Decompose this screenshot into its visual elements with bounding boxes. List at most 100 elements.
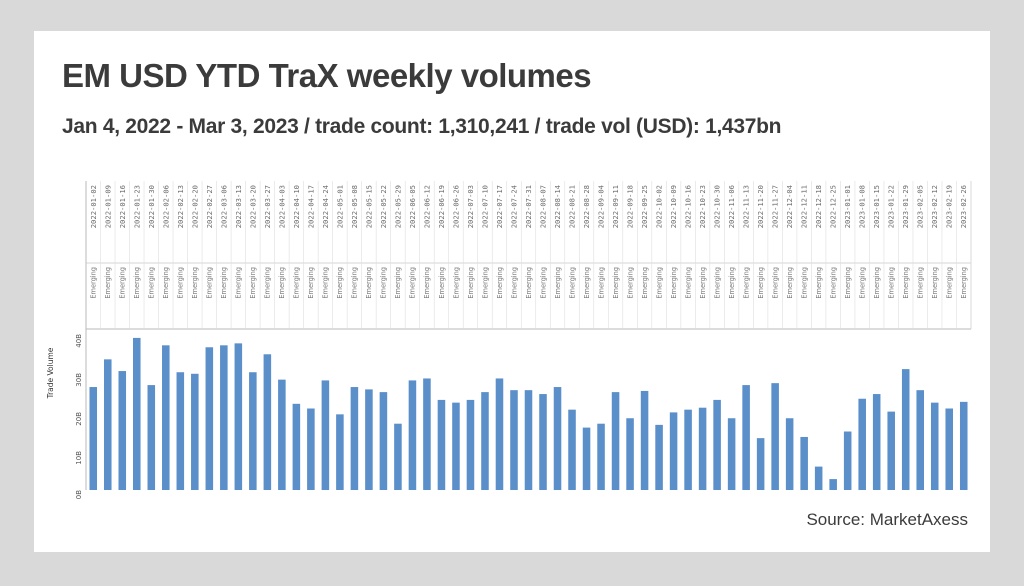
x-group-label: Emerging xyxy=(90,267,98,299)
bar xyxy=(249,372,257,490)
x-group-label: Emerging xyxy=(351,267,359,299)
x-category-label: 2022-12-04 xyxy=(785,185,794,228)
x-category-label: 2022-01-30 xyxy=(147,185,156,228)
x-category-label: 2022-05-29 xyxy=(393,185,402,228)
x-group-label: Emerging xyxy=(583,267,591,299)
x-group-label: Emerging xyxy=(873,267,881,299)
x-category-label: 2022-04-17 xyxy=(306,185,315,228)
x-group-label: Emerging xyxy=(699,267,707,299)
bar xyxy=(582,427,591,490)
bar xyxy=(466,399,475,490)
bar xyxy=(408,380,417,490)
x-group-label: Emerging xyxy=(786,267,794,299)
x-category-label: 2023-02-19 xyxy=(945,185,954,228)
bar xyxy=(495,378,504,490)
x-category-label: 2022-07-17 xyxy=(495,185,504,228)
x-category-label: 2022-08-14 xyxy=(553,185,562,228)
x-category-label: 2022-03-20 xyxy=(248,185,257,228)
bar xyxy=(901,369,910,490)
x-category-label: 2023-01-15 xyxy=(872,185,881,228)
x-category-label: 2022-11-06 xyxy=(727,185,736,228)
bar xyxy=(89,387,98,490)
x-group-label: Emerging xyxy=(249,267,257,299)
x-group-label: Emerging xyxy=(206,267,214,299)
bar xyxy=(307,408,315,490)
bar xyxy=(539,394,547,490)
x-group-label: Emerging xyxy=(220,267,228,299)
bar xyxy=(611,392,620,490)
x-group-label: Emerging xyxy=(177,267,185,299)
x-group-label: Emerging xyxy=(728,267,736,299)
x-category-label: 2022-09-04 xyxy=(597,185,606,228)
x-group-label: Emerging xyxy=(438,267,446,299)
x-group-label: Emerging xyxy=(771,267,779,299)
x-category-label: 2022-02-13 xyxy=(176,185,185,228)
bar xyxy=(800,436,808,490)
x-group-label: Emerging xyxy=(307,267,315,299)
bar xyxy=(452,402,460,490)
x-category-label: 2022-12-11 xyxy=(800,185,809,228)
x-group-label: Emerging xyxy=(336,267,344,299)
x-group-label: Emerging xyxy=(133,267,141,299)
bar xyxy=(336,414,344,490)
x-group-label: Emerging xyxy=(452,267,460,299)
bar xyxy=(321,380,330,490)
bar xyxy=(379,392,388,490)
bar xyxy=(350,387,359,490)
x-group-label: Emerging xyxy=(104,267,112,299)
x-group-label: Emerging xyxy=(931,267,939,299)
bar xyxy=(524,390,533,490)
x-category-label: 2023-01-29 xyxy=(901,185,910,228)
y-tick-label: 40B xyxy=(75,334,83,348)
x-group-label: Emerging xyxy=(800,267,808,299)
bar xyxy=(669,412,678,490)
bar xyxy=(278,379,286,490)
bar xyxy=(756,438,765,490)
bar xyxy=(916,390,924,490)
bar xyxy=(829,479,837,490)
bar xyxy=(205,347,214,490)
x-category-label: 2022-11-20 xyxy=(756,185,765,228)
x-group-label: Emerging xyxy=(409,267,417,299)
x-category-label: 2022-04-10 xyxy=(292,185,301,228)
bar xyxy=(640,390,649,490)
bar xyxy=(945,408,954,490)
x-category-label: 2022-06-05 xyxy=(408,185,417,228)
bar xyxy=(176,372,185,490)
bar xyxy=(553,387,562,490)
bar-chart: Trade Volume 0B 10B 20B 30B 40B 2022-01-02 Eme… xyxy=(46,181,972,499)
bar xyxy=(930,402,939,490)
bar xyxy=(655,424,663,490)
x-group-label: Emerging xyxy=(525,267,533,299)
bar xyxy=(133,337,141,490)
x-group-label: Emerging xyxy=(162,267,170,299)
x-group-label: Emerging xyxy=(496,267,504,299)
bar xyxy=(481,392,489,490)
bar xyxy=(872,394,881,490)
x-group-label: Emerging xyxy=(888,267,896,299)
x-group-label: Emerging xyxy=(423,267,431,299)
x-category-label: 2022-10-09 xyxy=(669,185,678,228)
x-category-label: 2022-01-02 xyxy=(89,185,98,228)
x-group-label: Emerging xyxy=(829,267,837,299)
x-category-label: 2022-08-21 xyxy=(568,185,577,228)
x-group-label: Emerging xyxy=(612,267,620,299)
bar xyxy=(234,343,243,490)
y-tick-label: 10B xyxy=(75,451,83,465)
bar xyxy=(887,411,895,490)
bar xyxy=(568,409,576,490)
x-category-label: 2022-01-23 xyxy=(132,185,141,228)
x-category-label: 2022-03-13 xyxy=(234,185,243,228)
bar xyxy=(423,378,431,490)
x-group-label: Emerging xyxy=(264,267,272,299)
x-category-label: 2022-08-07 xyxy=(539,185,548,228)
x-category-label: 2022-05-01 xyxy=(335,185,344,228)
bar xyxy=(626,418,634,490)
x-category-label: 2022-07-10 xyxy=(480,185,489,228)
x-group-label: Emerging xyxy=(684,267,692,299)
x-category-label: 2023-01-01 xyxy=(843,185,852,228)
bar xyxy=(698,407,707,490)
x-group-label: Emerging xyxy=(844,267,852,299)
bar xyxy=(771,383,779,490)
x-group-label: Emerging xyxy=(641,267,649,299)
